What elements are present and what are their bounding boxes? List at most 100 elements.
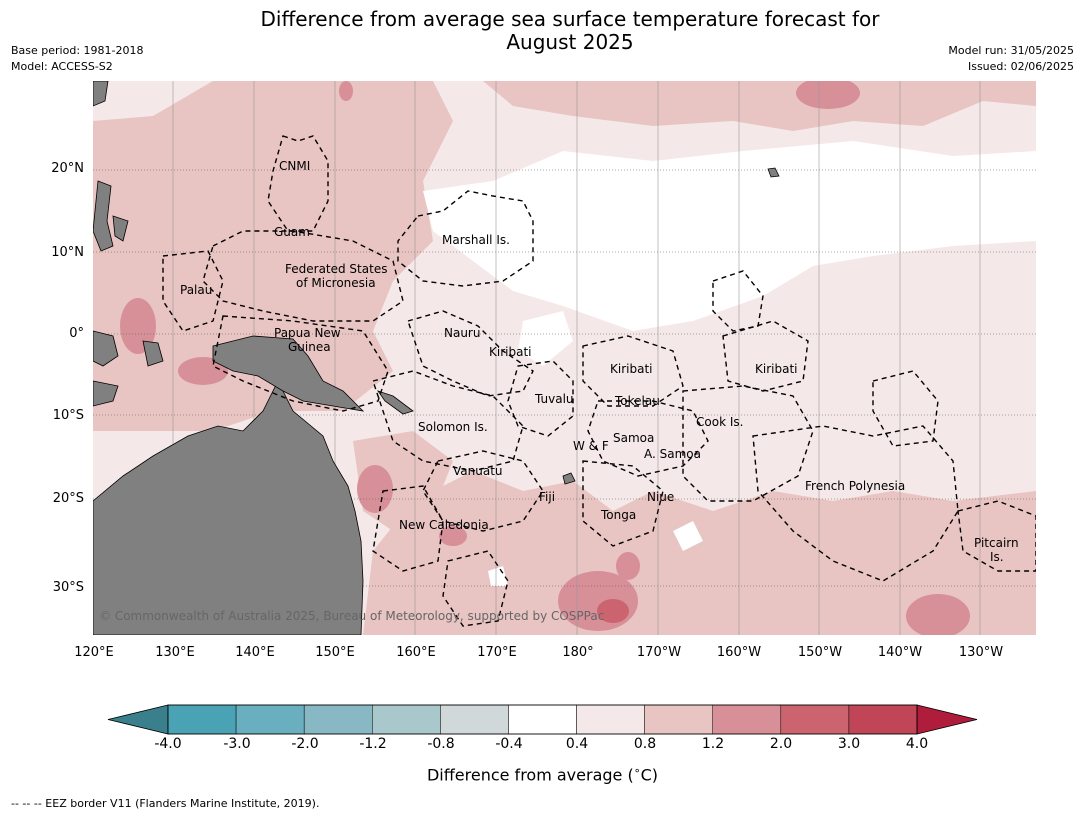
- colorbar-tick-8: 0.8: [633, 736, 657, 752]
- neutral-zone-central: [423, 141, 1036, 331]
- eez-fsm: [202, 230, 404, 322]
- label-kiribati-west: Kiribati: [489, 345, 531, 359]
- eez-legend-note: -- -- -- EEZ border V11 (Flanders Marine…: [11, 797, 320, 810]
- model-run: Model run: 31/05/2025: [948, 44, 1074, 57]
- land-new-guinea: [212, 335, 365, 412]
- lon-label-130e: 130°E: [155, 645, 195, 660]
- colorbar-cell: [780, 704, 850, 735]
- colorbar-tick-12: 4.0: [905, 736, 929, 752]
- land-philippines: [93, 81, 129, 252]
- warm-patch-6: [906, 594, 970, 635]
- warm-patch-1: [120, 298, 156, 354]
- label-png-line2: Guinea: [288, 340, 331, 354]
- colorbar-cells: [107, 704, 978, 735]
- label-tokelau: Tokelau: [614, 394, 660, 408]
- label-guam: Guam: [274, 225, 310, 239]
- label-cnmi: CNMI: [279, 159, 310, 173]
- eez-vanuatu-fiji: [422, 450, 544, 532]
- label-fiji: Fiji: [539, 490, 555, 504]
- gridlines: [93, 169, 1036, 587]
- colorbar-cell: [167, 704, 237, 735]
- eez-tuvalu: [507, 360, 574, 437]
- copyright-notice: © Commonwealth of Australia 2025, Bureau…: [99, 609, 605, 623]
- colorbar-cell: [644, 704, 713, 735]
- label-niue: Niue: [647, 490, 674, 504]
- lon-label-170w: 170°W: [636, 645, 682, 660]
- land-sulawesi-halmahera: [93, 330, 164, 367]
- colorbar-tick-9: 1.2: [701, 736, 725, 752]
- place-labels: CNMI Guam Marshall Is. Federated States …: [180, 159, 1019, 564]
- map-title: Difference from average sea surface temp…: [0, 8, 1085, 54]
- model-name: Model: ACCESS-S2: [11, 60, 113, 73]
- warm-patch-3: [357, 465, 393, 513]
- land-borneo-edge: [93, 380, 119, 407]
- eez-marshall: [397, 190, 534, 287]
- eez-kiribati-c: [582, 335, 684, 407]
- colorbar-cell: [712, 704, 782, 735]
- colorbar-tick-11: 3.0: [837, 736, 861, 752]
- colorbar-label-suffix: ): [651, 765, 659, 785]
- colorbar-cell: [848, 704, 918, 735]
- base-period: Base period: 1981-2018: [11, 44, 144, 57]
- label-pitcairn-line2: Is.: [990, 550, 1004, 564]
- anomaly-zone-west: [93, 81, 453, 431]
- lat-label-10s: 10°S: [52, 408, 84, 423]
- label-wallis-futuna: W & F: [573, 439, 609, 453]
- colorbar-cell: [576, 704, 645, 735]
- colorbar-label-prefix: Difference from average (: [426, 765, 634, 785]
- lon-label-150e: 150°E: [315, 645, 355, 660]
- label-vanuatu: Vanuatu: [453, 464, 503, 478]
- lon-label-120e: 120°E: [74, 645, 114, 660]
- colorbar: [107, 704, 978, 735]
- warm-patch-9: [339, 81, 353, 101]
- eez-cnmi: [267, 135, 329, 232]
- eez-frpoly: [752, 425, 959, 582]
- label-fsm-line1: Federated States: [285, 262, 387, 276]
- eez-newcal: [372, 485, 444, 572]
- neutral-zone-south-2: [488, 566, 508, 586]
- land-hawaii: [767, 167, 780, 178]
- label-american-samoa: A. Samoa: [644, 447, 701, 461]
- eez-tonga-niue: [582, 460, 664, 547]
- label-pitcairn-line1: Pitcairn: [974, 536, 1019, 550]
- title-line-1: Difference from average sea surface temp…: [260, 7, 880, 31]
- map-canvas: CNMI Guam Marshall Is. Federated States …: [93, 81, 1036, 635]
- eez-cook: [682, 385, 814, 502]
- eez-borders: [162, 135, 1036, 627]
- colorbar-tick-4: -1.2: [359, 736, 387, 752]
- label-kiribati-central: Kiribati: [610, 362, 652, 376]
- label-marshall: Marshall Is.: [442, 233, 510, 247]
- label-new-caledonia: New Caledonia: [399, 518, 489, 532]
- landmasses: [93, 81, 780, 635]
- anomaly-zone-south: [363, 471, 1036, 635]
- sst-anomaly-map: CNMI Guam Marshall Is. Federated States …: [93, 81, 1036, 635]
- colorbar-tick-2: -3.0: [223, 736, 251, 752]
- colorbar-cell: [508, 704, 577, 735]
- eez-png: [212, 315, 389, 412]
- label-samoa: Samoa: [613, 431, 654, 445]
- lon-label-160w: 160°W: [716, 645, 762, 660]
- hot-patch-1: [597, 599, 629, 623]
- colorbar-cell: [372, 704, 441, 735]
- lon-label-170e: 170°E: [477, 645, 517, 660]
- label-kiribati-east: Kiribati: [755, 362, 797, 376]
- colorbar-tick-3: -2.0: [291, 736, 319, 752]
- eez-kiribati-e: [722, 320, 809, 392]
- colorbar-cell: [440, 704, 509, 735]
- colorbar-extend-low: [107, 704, 169, 735]
- colorbar-tick-1: -4.0: [154, 736, 182, 752]
- lat-label-20n: 20°N: [51, 161, 84, 176]
- lon-label-160e: 160°E: [396, 645, 436, 660]
- lat-label-20s: 20°S: [52, 491, 84, 506]
- eez-nauru-kiribati-w: [407, 310, 534, 397]
- anomaly-zone-northeast-band: [793, 241, 1036, 296]
- label-fsm-line2: of Micronesia: [296, 276, 376, 290]
- lon-label-180: 180°: [562, 645, 594, 660]
- eez-frpoly-east: [872, 370, 939, 447]
- label-tuvalu: Tuvalu: [534, 392, 574, 406]
- eez-line-islands: [712, 270, 764, 332]
- lat-label-30s: 30°S: [52, 580, 84, 595]
- label-png-line1: Papua New: [274, 326, 341, 340]
- title-line-2: August 2025: [506, 30, 634, 54]
- warm-patch-7: [796, 81, 860, 109]
